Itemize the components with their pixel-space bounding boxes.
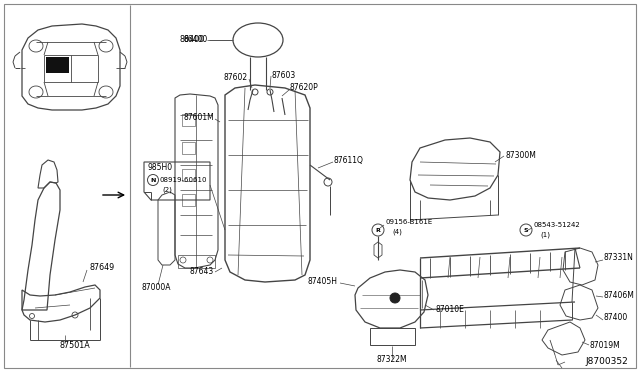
Text: 87400: 87400: [604, 314, 628, 323]
Text: 87331N: 87331N: [604, 253, 634, 263]
Text: 09156-B161E: 09156-B161E: [386, 219, 433, 225]
Bar: [46, 57, 69, 73]
Text: 87019M: 87019M: [590, 340, 621, 350]
Text: 985H0: 985H0: [148, 163, 173, 171]
Text: (4): (4): [392, 229, 402, 235]
Text: (2): (2): [162, 187, 172, 193]
Text: 87000A: 87000A: [142, 283, 172, 292]
Text: 87322M: 87322M: [377, 356, 407, 365]
Text: 08919-60610: 08919-60610: [160, 177, 207, 183]
Text: 87300M: 87300M: [505, 151, 536, 160]
Text: 87406M: 87406M: [604, 291, 635, 299]
Text: 87603: 87603: [272, 71, 296, 80]
Text: 87611Q: 87611Q: [334, 155, 364, 164]
Text: 87649: 87649: [90, 263, 115, 273]
Text: 87620P: 87620P: [290, 83, 319, 93]
Text: N: N: [150, 177, 156, 183]
Text: J8700352: J8700352: [585, 357, 628, 366]
Text: 87643: 87643: [189, 267, 214, 276]
Text: 87601M: 87601M: [183, 113, 214, 122]
Text: R: R: [376, 228, 380, 232]
Text: 86400: 86400: [180, 35, 205, 45]
Text: 87602: 87602: [224, 74, 248, 83]
Text: (1): (1): [540, 232, 550, 238]
Circle shape: [390, 293, 400, 303]
Text: S: S: [524, 228, 528, 232]
Text: 86400: 86400: [184, 35, 208, 45]
Text: 08543-51242: 08543-51242: [534, 222, 580, 228]
Text: 87010E: 87010E: [435, 305, 464, 314]
Text: 87405H: 87405H: [308, 278, 338, 286]
Text: 87501A: 87501A: [60, 340, 91, 350]
